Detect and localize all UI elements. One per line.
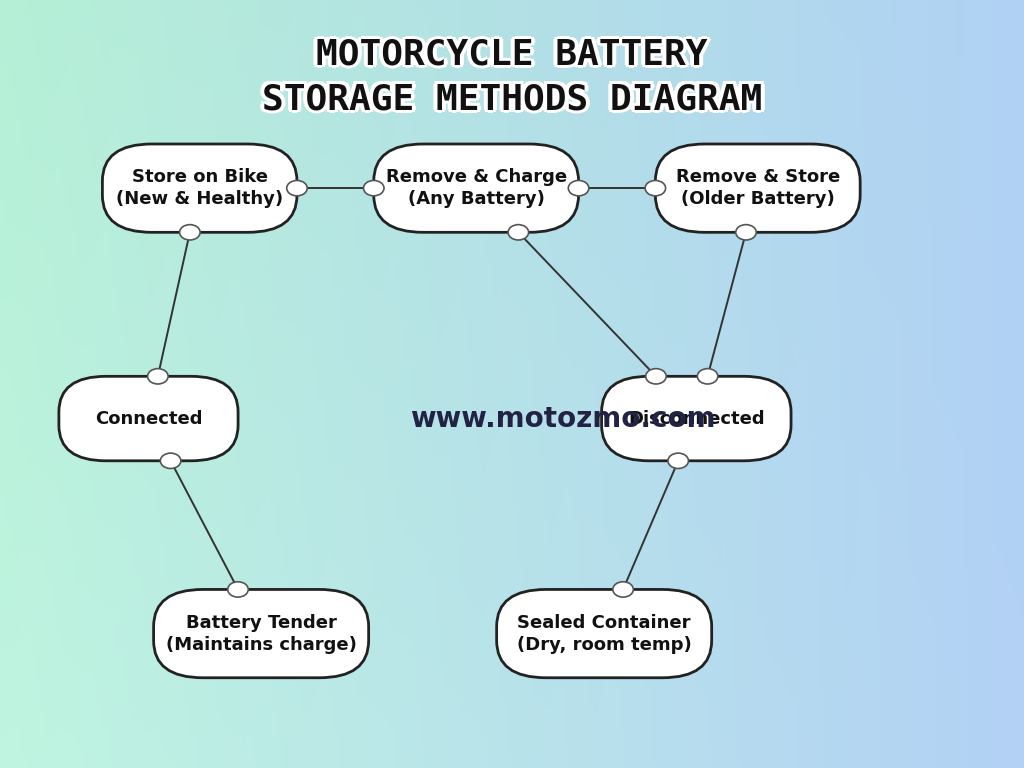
Circle shape xyxy=(668,453,688,468)
Circle shape xyxy=(508,224,528,240)
FancyBboxPatch shape xyxy=(655,144,860,232)
FancyBboxPatch shape xyxy=(374,144,579,232)
Circle shape xyxy=(161,453,181,468)
Text: Sealed Container
(Dry, room temp): Sealed Container (Dry, room temp) xyxy=(517,614,691,654)
Text: Battery Tender
(Maintains charge): Battery Tender (Maintains charge) xyxy=(166,614,356,654)
Text: Remove & Store
(Older Battery): Remove & Store (Older Battery) xyxy=(676,168,840,208)
Text: MOTORCYCLE BATTERY
STORAGE METHODS DIAGRAM: MOTORCYCLE BATTERY STORAGE METHODS DIAGR… xyxy=(262,38,762,116)
Circle shape xyxy=(568,180,589,196)
Text: MOTORCYCLE BATTERY
STORAGE METHODS DIAGRAM: MOTORCYCLE BATTERY STORAGE METHODS DIAGR… xyxy=(258,38,758,116)
Text: MOTORCYCLE BATTERY
STORAGE METHODS DIAGRAM: MOTORCYCLE BATTERY STORAGE METHODS DIAGR… xyxy=(266,38,766,116)
Circle shape xyxy=(612,582,633,598)
FancyBboxPatch shape xyxy=(497,590,712,678)
Circle shape xyxy=(697,369,718,384)
Circle shape xyxy=(179,224,200,240)
FancyBboxPatch shape xyxy=(102,144,297,232)
Text: MOTORCYCLE BATTERY
STORAGE METHODS DIAGRAM: MOTORCYCLE BATTERY STORAGE METHODS DIAGR… xyxy=(259,35,759,114)
Circle shape xyxy=(364,180,384,196)
FancyBboxPatch shape xyxy=(602,376,791,461)
Text: Disconnected: Disconnected xyxy=(628,409,765,428)
Circle shape xyxy=(735,224,756,240)
Circle shape xyxy=(227,582,248,598)
Text: MOTORCYCLE BATTERY
STORAGE METHODS DIAGRAM: MOTORCYCLE BATTERY STORAGE METHODS DIAGR… xyxy=(259,40,759,118)
Circle shape xyxy=(147,369,168,384)
Circle shape xyxy=(287,180,307,196)
FancyBboxPatch shape xyxy=(154,590,369,678)
Text: MOTORCYCLE BATTERY
STORAGE METHODS DIAGRAM: MOTORCYCLE BATTERY STORAGE METHODS DIAGR… xyxy=(262,41,762,119)
Text: MOTORCYCLE BATTERY
STORAGE METHODS DIAGRAM: MOTORCYCLE BATTERY STORAGE METHODS DIAGR… xyxy=(262,35,762,113)
Circle shape xyxy=(645,180,666,196)
Circle shape xyxy=(646,369,667,384)
Text: MOTORCYCLE BATTERY
STORAGE METHODS DIAGRAM: MOTORCYCLE BATTERY STORAGE METHODS DIAGR… xyxy=(265,40,765,118)
Text: Connected: Connected xyxy=(95,409,202,428)
Text: www.motozmo.com: www.motozmo.com xyxy=(410,405,715,432)
Text: Remove & Charge
(Any Battery): Remove & Charge (Any Battery) xyxy=(386,168,566,208)
FancyBboxPatch shape xyxy=(58,376,238,461)
Text: MOTORCYCLE BATTERY
STORAGE METHODS DIAGRAM: MOTORCYCLE BATTERY STORAGE METHODS DIAGR… xyxy=(265,35,765,114)
Text: Store on Bike
(New & Healthy): Store on Bike (New & Healthy) xyxy=(116,168,284,208)
